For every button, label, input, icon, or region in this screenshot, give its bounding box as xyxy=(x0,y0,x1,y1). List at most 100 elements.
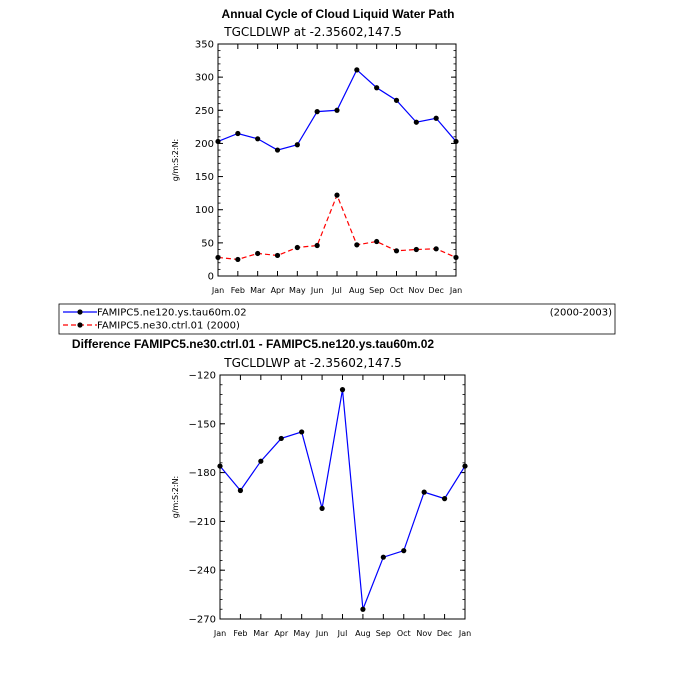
xtick-label: Jun xyxy=(315,629,329,638)
xtick-label: Oct xyxy=(397,629,411,638)
ytick-label: −180 xyxy=(189,468,216,479)
top-chart: Annual Cycle of Cloud Liquid Water Path … xyxy=(171,7,462,295)
xtick-label: Dec xyxy=(437,629,452,638)
data-point xyxy=(433,115,439,121)
ytick-label: 50 xyxy=(201,238,214,249)
data-point xyxy=(319,505,325,511)
xtick-label: Sep xyxy=(369,286,384,295)
xtick-label: Feb xyxy=(233,629,247,638)
data-point xyxy=(374,85,380,91)
data-point xyxy=(374,238,380,245)
ytick-label: 200 xyxy=(195,139,214,150)
top-chart-subtitle: TGCLDLWP at -2.35602,147.5 xyxy=(223,25,401,39)
xtick-label: Apr xyxy=(274,629,289,638)
ytick-label: −150 xyxy=(189,419,216,430)
xtick-label: May xyxy=(293,629,310,638)
xtick-label: Jul xyxy=(337,629,348,638)
data-point xyxy=(462,463,468,469)
data-point xyxy=(299,429,305,435)
xtick-label: Feb xyxy=(231,286,245,295)
data-point xyxy=(274,252,281,259)
xtick-label: Aug xyxy=(355,629,371,638)
data-point xyxy=(354,67,360,73)
data-point xyxy=(354,242,360,248)
top-chart-y-axis-label: g/m:S:2:N: xyxy=(171,139,180,182)
ytick-label: 100 xyxy=(195,205,214,216)
ytick-label: 350 xyxy=(195,40,214,51)
xtick-label: Mar xyxy=(253,629,269,638)
data-point xyxy=(274,147,281,153)
bottom-chart-subtitle: TGCLDLWP at -2.35602,147.5 xyxy=(223,356,401,370)
top-chart-marks: 0 50 100 150 200 250 300 350 Jan Feb Mar Apr May Jun J… xyxy=(195,40,462,296)
ytick-label: 150 xyxy=(195,172,214,183)
data-point xyxy=(215,138,221,145)
legend: FAMIPC5.ne120.ys.tau60m.02 (2000-2003) F… xyxy=(58,303,616,335)
data-point xyxy=(339,387,346,393)
xtick-label: Nov xyxy=(416,629,432,638)
bottom-chart-title: Difference FAMIPC5.ne30.ctrl.01 - FAMIPC… xyxy=(72,337,434,351)
data-point xyxy=(401,548,407,554)
bottom-chart-y-axis-label: g/m:S:2:N: xyxy=(171,476,180,519)
xtick-label: Sep xyxy=(376,629,391,638)
data-point xyxy=(294,142,300,148)
bottom-chart: Difference FAMIPC5.ne30.ctrl.01 - FAMIPC… xyxy=(72,337,471,638)
data-point xyxy=(413,119,419,125)
bottom-chart-plot-frame xyxy=(219,374,466,620)
legend-marker-series-2 xyxy=(77,322,83,328)
ytick-label: −210 xyxy=(189,517,216,528)
data-point xyxy=(255,136,261,142)
data-point xyxy=(314,242,320,249)
ytick-label: 300 xyxy=(195,73,214,84)
data-point xyxy=(421,489,427,495)
data-point xyxy=(235,256,241,263)
data-point xyxy=(441,496,448,502)
xtick-label: Dec xyxy=(428,286,443,295)
ytick-label: −120 xyxy=(189,371,216,382)
legend-label-series-2: FAMIPC5.ne30.ctrl.01 (2000) xyxy=(97,321,240,332)
xtick-label: Nov xyxy=(409,286,425,295)
xtick-label: Jan xyxy=(458,629,471,638)
legend-period-series-1: (2000-2003) xyxy=(550,308,612,319)
data-point xyxy=(453,138,459,145)
data-point xyxy=(334,107,340,113)
xtick-label: Oct xyxy=(390,286,404,295)
data-point xyxy=(278,435,284,442)
data-point xyxy=(294,244,300,251)
series-line-2 xyxy=(217,193,457,261)
ytick-label: 0 xyxy=(208,272,214,283)
legend-label-series-1: FAMIPC5.ne120.ys.tau60m.02 xyxy=(97,308,247,319)
data-point xyxy=(215,254,221,261)
data-point xyxy=(380,554,386,560)
data-point xyxy=(360,606,366,612)
data-point xyxy=(314,109,320,115)
data-point xyxy=(217,463,223,469)
xtick-label: Jan xyxy=(211,286,224,295)
legend-box xyxy=(58,303,616,335)
xtick-label: Jan xyxy=(449,286,462,295)
series-line-1 xyxy=(219,389,466,610)
ytick-label: −270 xyxy=(189,615,216,626)
data-point xyxy=(255,250,261,257)
xtick-label: May xyxy=(289,286,306,295)
data-point xyxy=(393,97,400,103)
xtick-label: Jan xyxy=(213,629,226,638)
data-point xyxy=(393,248,400,254)
xtick-label: Apr xyxy=(271,286,286,295)
top-chart-title: Annual Cycle of Cloud Liquid Water Path xyxy=(222,7,455,21)
data-point xyxy=(413,246,419,253)
ytick-label: −240 xyxy=(189,566,216,577)
xtick-label: Aug xyxy=(349,286,365,295)
data-point xyxy=(453,254,459,261)
data-point xyxy=(258,458,264,464)
ytick-label: 250 xyxy=(195,106,214,117)
data-point xyxy=(334,192,340,198)
data-point xyxy=(235,130,241,137)
legend-marker-series-1 xyxy=(77,309,83,315)
data-point xyxy=(433,246,439,252)
xtick-label: Jun xyxy=(310,286,324,295)
xtick-label: Mar xyxy=(250,286,266,295)
data-point xyxy=(237,487,244,494)
xtick-label: Jul xyxy=(331,286,342,295)
top-chart-plot-frame xyxy=(217,43,457,277)
